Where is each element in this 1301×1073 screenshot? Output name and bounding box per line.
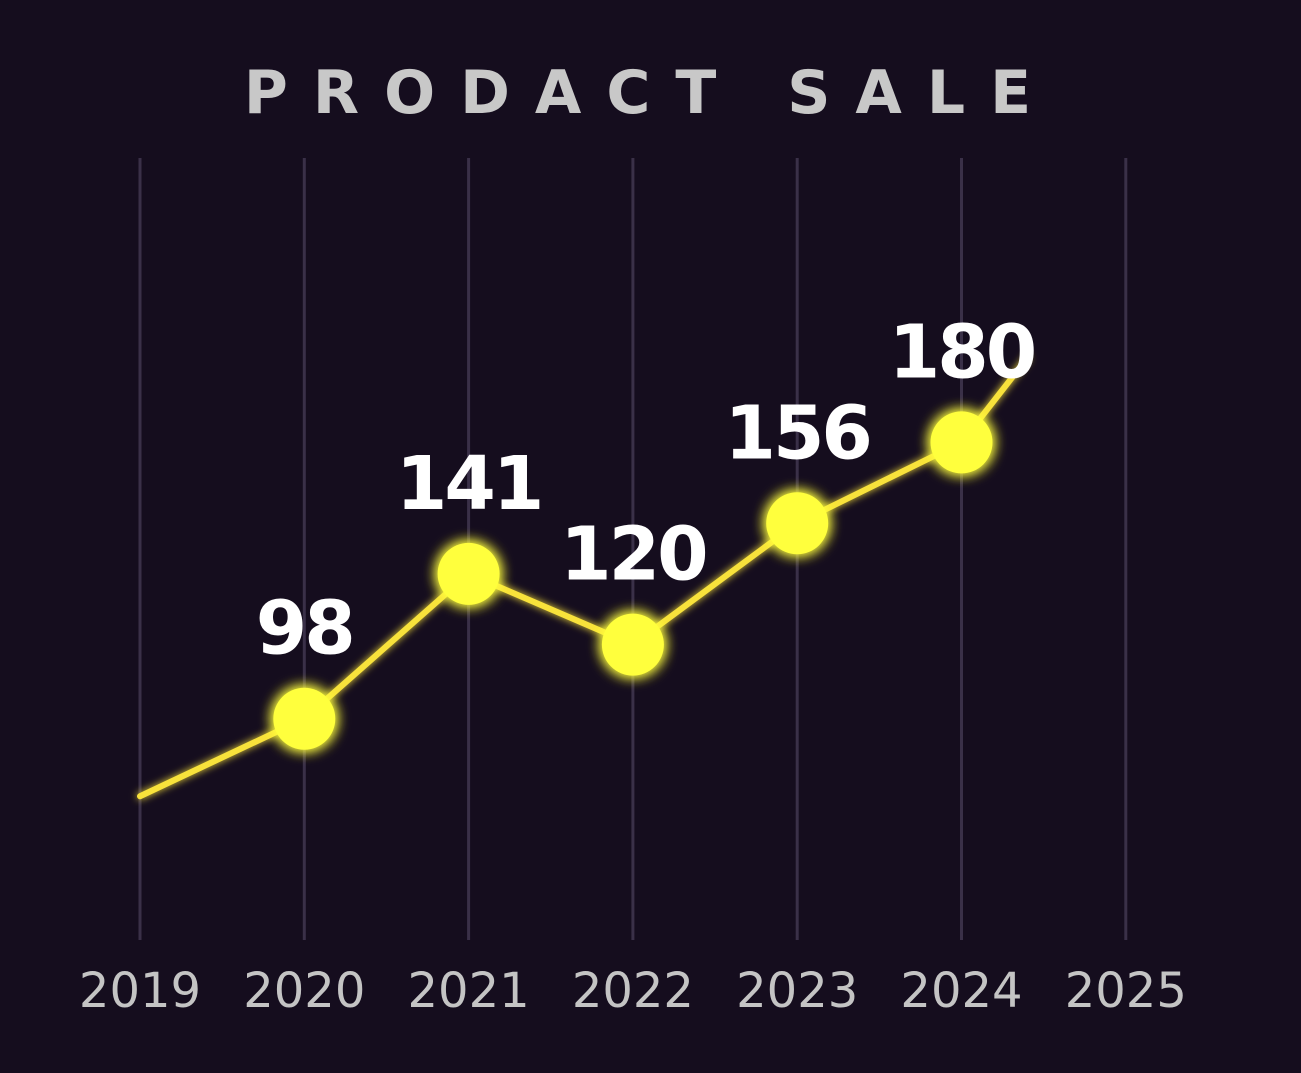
data-label-2021: 141 bbox=[396, 441, 541, 527]
x-tick-label: 2019 bbox=[79, 963, 201, 1019]
data-points bbox=[273, 411, 993, 750]
data-point-2021 bbox=[437, 542, 500, 605]
data-point-2022 bbox=[601, 613, 664, 676]
x-axis-ticks: 2019 2020 2021 2022 2023 2024 2025 bbox=[79, 963, 1187, 1019]
data-point-2020 bbox=[273, 687, 336, 750]
data-point-2024 bbox=[930, 411, 993, 474]
x-tick-label: 2021 bbox=[408, 963, 530, 1019]
chart-title: PRODACT SALE bbox=[244, 58, 1056, 128]
data-label-2023: 156 bbox=[724, 390, 869, 476]
x-tick-label: 2025 bbox=[1065, 963, 1187, 1019]
x-tick-label: 2024 bbox=[900, 963, 1022, 1019]
data-label-2020: 98 bbox=[256, 586, 353, 672]
data-point-2023 bbox=[766, 492, 829, 555]
x-tick-label: 2023 bbox=[736, 963, 858, 1019]
data-label-2022: 120 bbox=[560, 512, 705, 598]
x-tick-label: 2020 bbox=[243, 963, 365, 1019]
x-tick-label: 2022 bbox=[572, 963, 694, 1019]
data-label-2024: 180 bbox=[889, 309, 1034, 395]
